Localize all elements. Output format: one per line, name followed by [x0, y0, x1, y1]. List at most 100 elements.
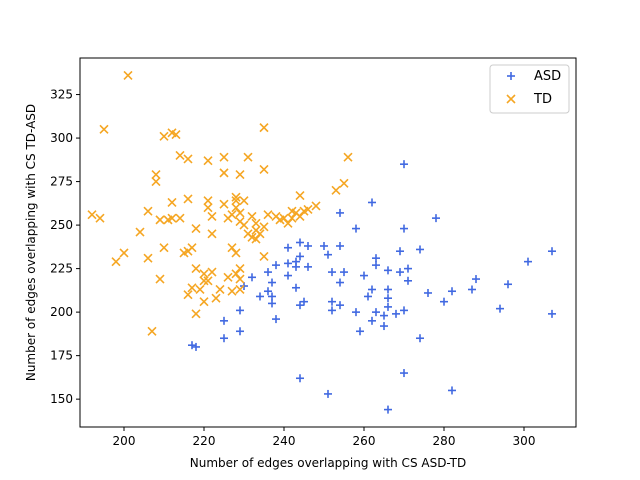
y-tick-label: 225: [50, 262, 73, 276]
data-point-asd: [356, 327, 364, 336]
data-point-td: [183, 154, 193, 164]
data-point-asd: [300, 297, 308, 306]
data-point-td: [119, 248, 129, 258]
data-point-asd: [524, 257, 532, 266]
data-point-td: [251, 218, 261, 228]
data-point-td: [159, 131, 169, 141]
data-point-asd: [384, 294, 392, 303]
data-point-td: [199, 269, 209, 279]
data-point-asd: [372, 254, 380, 263]
data-point-td: [259, 123, 269, 133]
data-point-asd: [384, 405, 392, 414]
data-point-td: [231, 196, 241, 206]
data-point-td: [199, 297, 209, 307]
data-point-td: [207, 267, 217, 277]
data-point-td: [207, 211, 217, 221]
data-point-td: [259, 222, 269, 232]
legend-td-label: TD: [533, 92, 552, 107]
data-point-td: [211, 293, 221, 303]
data-point-asd: [320, 241, 328, 250]
data-point-asd: [292, 283, 300, 292]
data-point-td: [259, 164, 269, 174]
y-tick-label: 175: [50, 349, 73, 363]
data-point-td: [339, 178, 349, 188]
data-point-td: [143, 253, 153, 263]
data-point-asd: [268, 299, 276, 308]
data-point-td: [243, 152, 253, 162]
data-point-asd: [400, 160, 408, 169]
data-point-asd: [396, 247, 404, 256]
data-point-asd: [220, 334, 228, 343]
data-point-td: [279, 213, 289, 223]
data-point-td: [235, 284, 245, 295]
data-point-asd: [328, 268, 336, 277]
data-point-asd: [272, 261, 280, 270]
series-asd: [188, 160, 556, 414]
data-point-asd: [336, 301, 344, 310]
data-point-td: [203, 156, 213, 166]
data-point-asd: [468, 285, 476, 294]
data-point-asd: [384, 302, 392, 311]
data-point-asd: [392, 309, 400, 318]
data-point-td: [239, 220, 249, 230]
data-point-td: [175, 150, 185, 161]
data-point-asd: [368, 285, 376, 294]
data-point-td: [235, 170, 245, 180]
data-point-asd: [384, 285, 392, 294]
legend-asd-symbol: [507, 72, 515, 80]
data-point-asd: [404, 264, 412, 273]
x-axis: 200 220 240 260 280 300: [113, 427, 535, 448]
data-point-asd: [236, 327, 244, 336]
data-point-td: [231, 248, 241, 258]
data-point-td: [311, 201, 321, 211]
data-point-td: [287, 213, 297, 223]
data-point-td: [187, 283, 197, 293]
data-point-td: [183, 194, 193, 204]
data-point-td: [259, 251, 269, 261]
data-point-asd: [236, 306, 244, 315]
data-point-asd: [416, 334, 424, 343]
data-point-td: [167, 213, 177, 223]
data-point-asd: [400, 306, 408, 315]
data-point-td: [207, 229, 217, 239]
data-point-td: [187, 243, 197, 253]
data-point-td: [219, 199, 229, 209]
data-point-td: [219, 152, 229, 162]
data-point-asd: [248, 273, 256, 282]
data-point-td: [283, 218, 293, 228]
data-point-asd: [272, 315, 280, 324]
data-point-asd: [324, 250, 332, 259]
plot-frame: [79, 57, 577, 428]
data-point-asd: [336, 278, 344, 287]
data-point-td: [151, 170, 161, 180]
data-point-td: [99, 124, 109, 134]
data-point-td: [191, 309, 201, 319]
data-point-asd: [372, 261, 380, 270]
data-point-td: [231, 192, 241, 202]
data-point-asd: [296, 238, 304, 247]
data-point-asd: [296, 374, 304, 383]
data-point-td: [147, 326, 157, 336]
data-point-asd: [360, 271, 368, 280]
data-point-td: [143, 206, 153, 216]
data-point-td: [95, 213, 105, 223]
data-point-asd: [304, 241, 312, 250]
data-point-asd: [340, 268, 348, 277]
data-point-asd: [440, 297, 448, 306]
y-tick-label: 300: [50, 131, 73, 145]
data-point-asd: [432, 214, 440, 223]
y-tick-label: 325: [50, 88, 73, 102]
data-point-td: [235, 208, 245, 218]
y-tick-label: 275: [50, 175, 73, 189]
x-tick-label: 240: [273, 434, 296, 448]
data-point-td: [123, 70, 133, 80]
data-point-td: [239, 196, 249, 206]
data-point-td: [203, 276, 213, 286]
data-point-asd: [284, 271, 292, 280]
data-point-asd: [304, 262, 312, 271]
data-point-asd: [328, 297, 336, 306]
data-point-asd: [220, 316, 228, 325]
data-point-asd: [292, 257, 300, 266]
data-point-asd: [364, 292, 372, 301]
data-point-asd: [404, 276, 412, 285]
